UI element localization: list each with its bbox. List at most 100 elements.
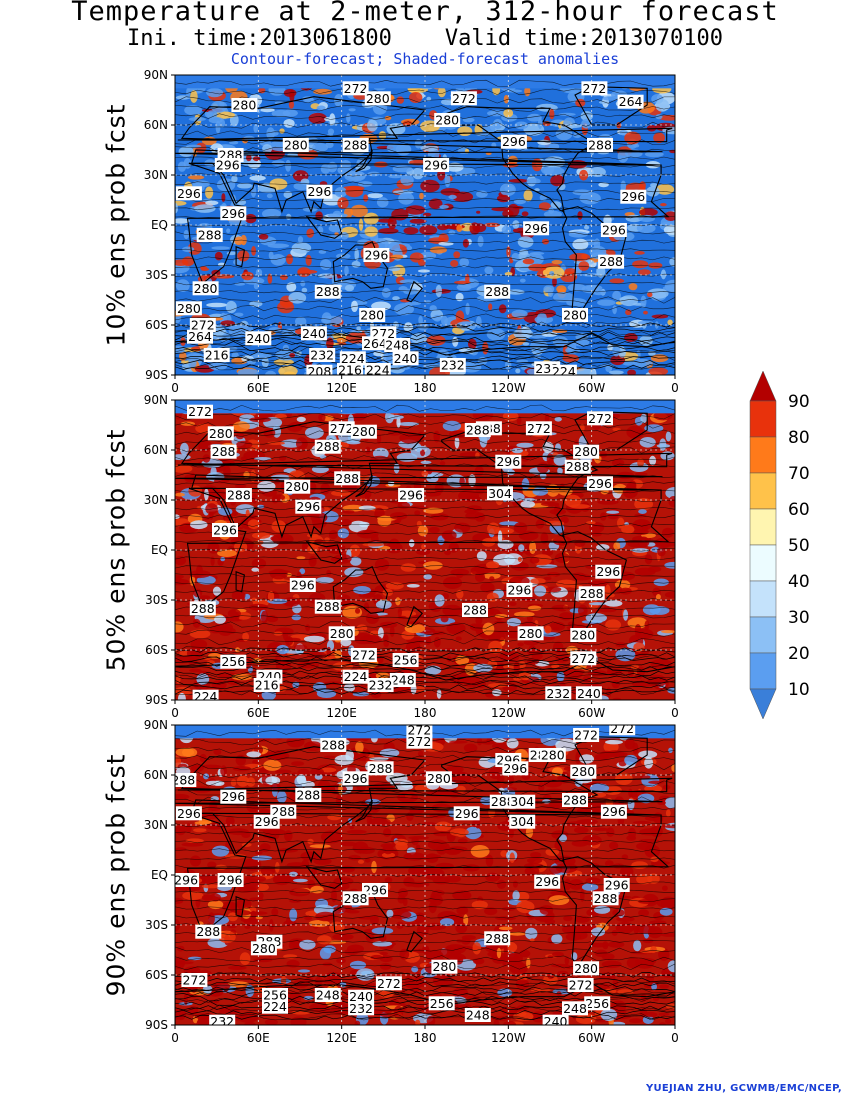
lat-tick-label: 90S [145, 368, 168, 382]
anomaly-cell [198, 873, 218, 885]
anomaly-cell [424, 636, 432, 645]
anomaly-cell [259, 107, 275, 113]
anomaly-cell [236, 775, 249, 787]
anomaly-cell [389, 910, 412, 919]
anomaly-cell [517, 642, 524, 647]
anomaly-cell [435, 284, 442, 298]
coastline [235, 570, 246, 593]
anomaly-cell [337, 528, 349, 539]
anomaly-cell [506, 618, 521, 627]
coastline [561, 856, 628, 968]
anomaly-cell [207, 807, 221, 811]
anomaly-cell [525, 927, 538, 940]
svg-text:248: 248 [391, 673, 415, 688]
contour-label: 280 [250, 941, 277, 956]
anomaly-cell [442, 576, 463, 589]
anomaly-cell [464, 509, 477, 514]
anomaly-cell [331, 889, 337, 903]
anomaly-cell [250, 910, 257, 919]
anomaly-cell [421, 822, 437, 826]
anomaly-cell [581, 883, 599, 891]
anomaly-cell [378, 934, 387, 942]
anomaly-cell [232, 766, 251, 772]
anomaly-cell [436, 689, 442, 699]
anomaly-cell [273, 579, 291, 584]
anomaly-cell [553, 454, 567, 466]
anomaly-cell [662, 885, 668, 891]
anomaly-cell [604, 860, 614, 867]
contour-label: 296 [600, 223, 627, 238]
anomaly-cell [415, 1019, 421, 1025]
anomaly-cell [327, 128, 335, 135]
anomaly-cell [244, 593, 251, 600]
anomaly-cell [255, 850, 263, 855]
anomaly-cell [279, 128, 285, 134]
anomaly-cell [580, 888, 585, 902]
anomaly-cell [585, 877, 601, 884]
anomaly-cell [489, 607, 495, 614]
svg-text:272: 272 [407, 723, 431, 738]
svg-text:280: 280 [209, 426, 233, 441]
contour-label: 296 [587, 476, 613, 491]
anomaly-cell [253, 958, 273, 963]
anomaly-cell [180, 421, 195, 426]
anomaly-cell [175, 279, 190, 292]
anomaly-cell [465, 302, 470, 315]
isotherm-contour [175, 231, 675, 236]
anomaly-cell [485, 872, 500, 882]
anomaly-cell [653, 132, 665, 144]
svg-text:296: 296 [399, 488, 423, 503]
anomaly-cell [350, 204, 368, 218]
svg-text:288: 288 [316, 599, 340, 614]
contour-label: 272 [587, 411, 613, 426]
anomaly-cell [644, 757, 654, 769]
anomaly-cell [638, 320, 654, 325]
anomaly-cell [397, 501, 410, 510]
anomaly-cell [392, 165, 413, 173]
svg-text:288: 288 [212, 444, 236, 459]
anomaly-cell [641, 993, 647, 1002]
anomaly-cell [288, 100, 294, 109]
anomaly-cell [606, 750, 625, 758]
anomaly-cell [488, 640, 503, 654]
anomaly-cell [448, 194, 457, 200]
anomaly-cell [662, 126, 675, 135]
svg-text:232: 232 [210, 1014, 234, 1029]
anomaly-cell [527, 857, 543, 864]
anomaly-cell [279, 274, 288, 280]
anomaly-cell [210, 556, 215, 566]
anomaly-cell [552, 336, 569, 347]
contour-label: 288 [562, 793, 588, 808]
anomaly-cell [460, 321, 472, 327]
anomaly-cell [296, 437, 308, 450]
anomaly-cell [571, 840, 589, 847]
anomaly-cell [640, 295, 647, 308]
anomaly-cell [276, 644, 289, 655]
anomaly-cell [237, 183, 253, 189]
anomaly-cell [345, 749, 354, 762]
contour-label: 296 [220, 789, 247, 804]
contour-label: 288 [464, 423, 491, 438]
anomaly-cell [293, 644, 308, 651]
anomaly-cell [388, 266, 401, 272]
anomaly-cell [293, 182, 310, 191]
contour-label: 256 [262, 988, 288, 1003]
anomaly-cell [522, 258, 535, 265]
anomaly-cell [251, 246, 256, 256]
anomaly-cell [306, 533, 319, 538]
anomaly-cell [521, 478, 530, 491]
anomaly-cell [464, 663, 477, 676]
svg-text:224: 224 [341, 351, 365, 366]
anomaly-cell [428, 901, 437, 914]
anomaly-cell [528, 605, 542, 611]
anomaly-cell [526, 178, 541, 185]
anomaly-cell [250, 184, 257, 198]
anomaly-cell [231, 590, 246, 601]
anomaly-cell [409, 252, 424, 263]
svg-text:288: 288 [316, 439, 340, 454]
anomaly-cell [213, 749, 222, 755]
anomaly-cell [534, 188, 540, 192]
contour-label: 288 [598, 254, 625, 269]
anomaly-cell [320, 830, 343, 844]
anomaly-cell [267, 441, 285, 445]
